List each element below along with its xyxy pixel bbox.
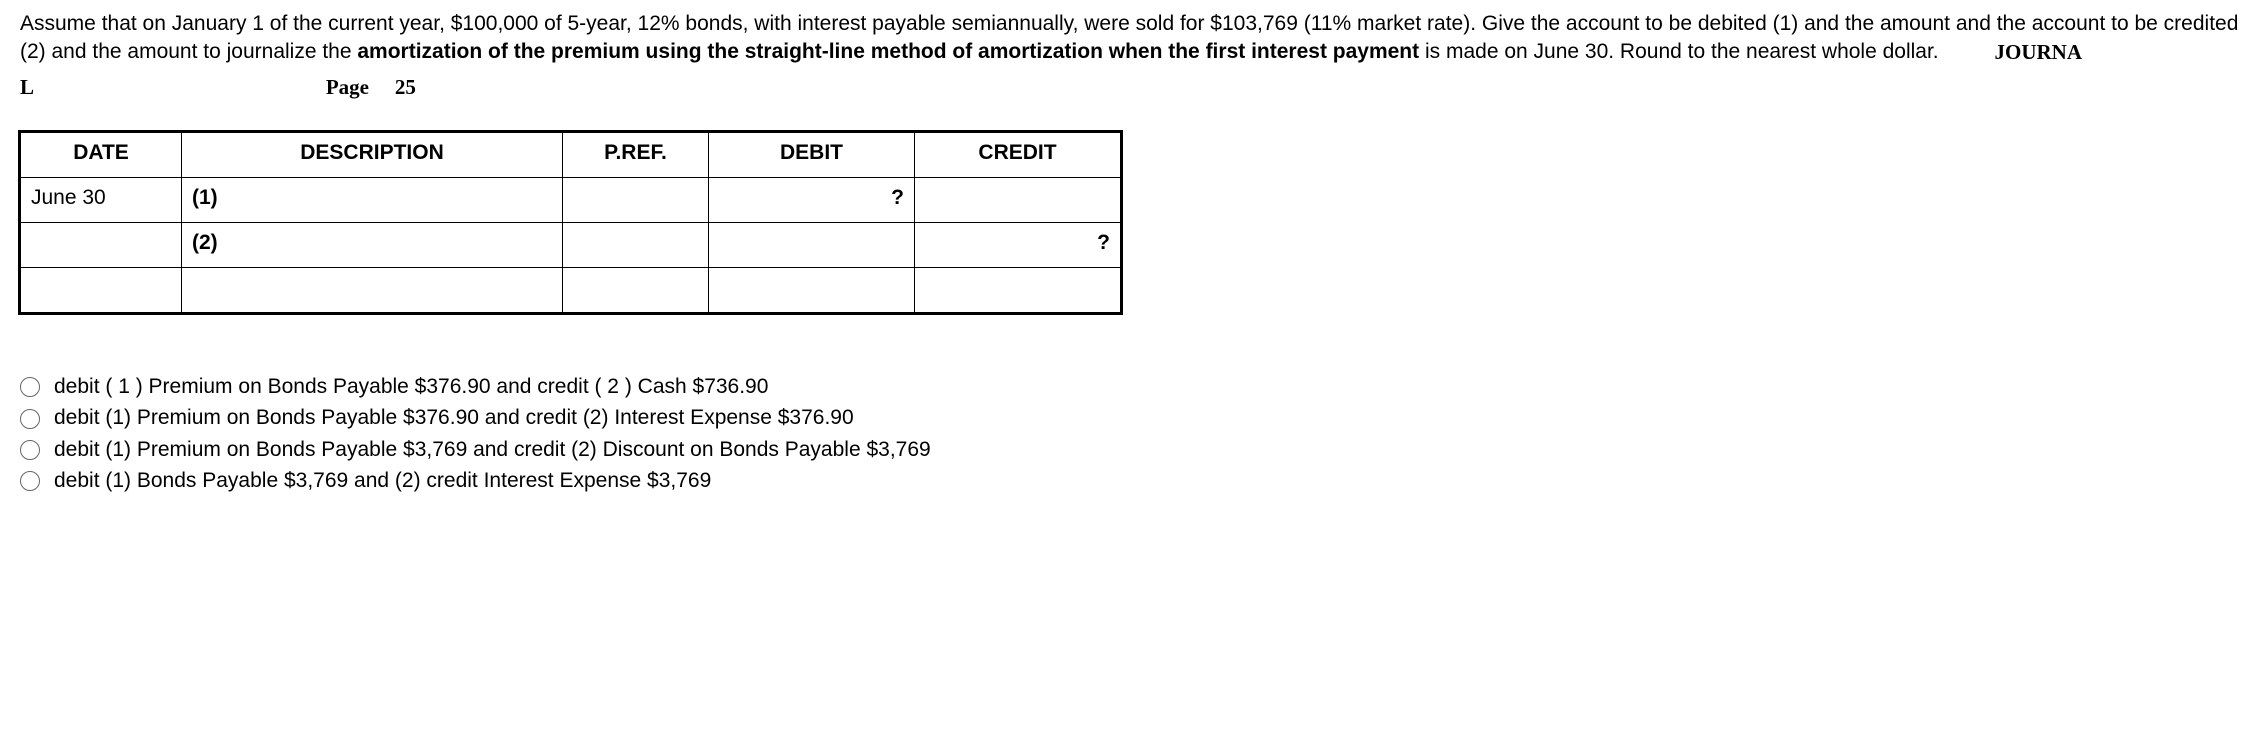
table-row [21, 268, 1121, 313]
journal-table: DATE DESCRIPTION P.REF. DEBIT CREDIT Jun… [20, 132, 1121, 313]
th-credit: CREDIT [915, 133, 1121, 178]
table-row: June 30 (1) ? [21, 178, 1121, 223]
th-date: DATE [21, 133, 182, 178]
cell-credit [915, 268, 1121, 313]
cell-pref [563, 268, 709, 313]
radio-icon[interactable] [20, 409, 40, 429]
page-number: 25 [395, 75, 416, 99]
journal-label-L: L [20, 73, 320, 101]
cell-credit[interactable]: ? [915, 223, 1121, 268]
page-label: Page [326, 75, 369, 99]
th-desc: DESCRIPTION [182, 133, 563, 178]
choice-text: debit (1) Bonds Payable $3,769 and (2) c… [54, 467, 711, 495]
answer-choices: debit ( 1 ) Premium on Bonds Payable $37… [20, 373, 2242, 495]
cell-date [21, 268, 182, 313]
cell-pref [563, 223, 709, 268]
entry-1: (1) [192, 186, 218, 209]
radio-icon[interactable] [20, 377, 40, 397]
choice-row[interactable]: debit (1) Premium on Bonds Payable $3,76… [20, 436, 2242, 464]
choice-row[interactable]: debit (1) Premium on Bonds Payable $376.… [20, 404, 2242, 432]
choice-text: debit ( 1 ) Premium on Bonds Payable $37… [54, 373, 768, 401]
debit-unknown: ? [891, 186, 904, 209]
cell-date [21, 223, 182, 268]
entry-2: (2) [192, 231, 218, 254]
th-debit: DEBIT [709, 133, 915, 178]
cell-date: June 30 [21, 178, 182, 223]
choice-text: debit (1) Premium on Bonds Payable $3,76… [54, 436, 931, 464]
cell-pref [563, 178, 709, 223]
journal-label-top: JOURNA [1995, 38, 2083, 66]
question-bold: amortization of the premium using the st… [357, 40, 1419, 63]
cell-desc: (2) [182, 223, 563, 268]
cell-desc [182, 268, 563, 313]
cell-debit [709, 268, 915, 313]
choice-row[interactable]: debit ( 1 ) Premium on Bonds Payable $37… [20, 373, 2242, 401]
table-row: (2) ? [21, 223, 1121, 268]
cell-desc: (1) [182, 178, 563, 223]
radio-icon[interactable] [20, 440, 40, 460]
cell-debit [709, 223, 915, 268]
radio-icon[interactable] [20, 471, 40, 491]
choice-row[interactable]: debit (1) Bonds Payable $3,769 and (2) c… [20, 467, 2242, 495]
table-header-row: DATE DESCRIPTION P.REF. DEBIT CREDIT [21, 133, 1121, 178]
cell-credit [915, 178, 1121, 223]
choice-text: debit (1) Premium on Bonds Payable $376.… [54, 404, 854, 432]
question-prompt: Assume that on January 1 of the current … [20, 10, 2242, 67]
cell-debit[interactable]: ? [709, 178, 915, 223]
credit-unknown: ? [1097, 231, 1110, 254]
th-pref: P.REF. [563, 133, 709, 178]
question-part2: is made on June 30. Round to the nearest… [1419, 40, 1939, 63]
